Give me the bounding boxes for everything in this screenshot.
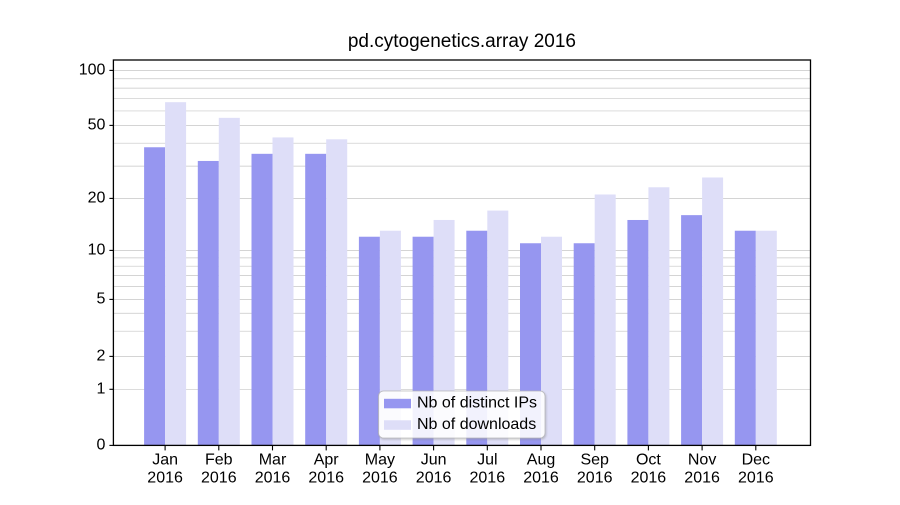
svg-text:2016: 2016 <box>470 469 506 486</box>
svg-text:Apr: Apr <box>314 451 340 468</box>
svg-text:2016: 2016 <box>362 469 398 486</box>
svg-text:5: 5 <box>96 290 105 307</box>
svg-text:2016: 2016 <box>308 469 344 486</box>
svg-text:Nov: Nov <box>688 451 716 468</box>
svg-text:20: 20 <box>88 189 106 206</box>
svg-text:2016: 2016 <box>416 469 452 486</box>
svg-text:Nb of distinct IPs: Nb of distinct IPs <box>417 395 537 412</box>
svg-text:Mar: Mar <box>259 451 287 468</box>
svg-text:2016: 2016 <box>631 469 667 486</box>
svg-text:Nb of downloads: Nb of downloads <box>417 416 536 433</box>
svg-text:2016: 2016 <box>684 469 720 486</box>
svg-text:May: May <box>365 451 395 468</box>
svg-text:2016: 2016 <box>738 469 774 486</box>
svg-text:50: 50 <box>88 116 106 133</box>
svg-text:Jul: Jul <box>477 451 497 468</box>
svg-text:2016: 2016 <box>523 469 559 486</box>
svg-text:Jun: Jun <box>421 451 447 468</box>
svg-text:2016: 2016 <box>147 469 183 486</box>
svg-text:1: 1 <box>96 380 105 397</box>
svg-text:Sep: Sep <box>580 451 609 468</box>
svg-text:Aug: Aug <box>527 451 555 468</box>
svg-text:pd.cytogenetics.array 2016: pd.cytogenetics.array 2016 <box>348 31 576 52</box>
svg-text:2016: 2016 <box>255 469 291 486</box>
svg-text:10: 10 <box>88 241 106 258</box>
svg-text:2016: 2016 <box>577 469 613 486</box>
svg-text:Dec: Dec <box>742 451 770 468</box>
svg-text:0: 0 <box>96 436 105 453</box>
svg-text:100: 100 <box>79 61 106 78</box>
svg-text:Jan: Jan <box>152 451 178 468</box>
svg-text:2: 2 <box>96 347 105 364</box>
svg-text:Feb: Feb <box>205 451 233 468</box>
svg-text:Oct: Oct <box>636 451 661 468</box>
svg-text:2016: 2016 <box>201 469 237 486</box>
